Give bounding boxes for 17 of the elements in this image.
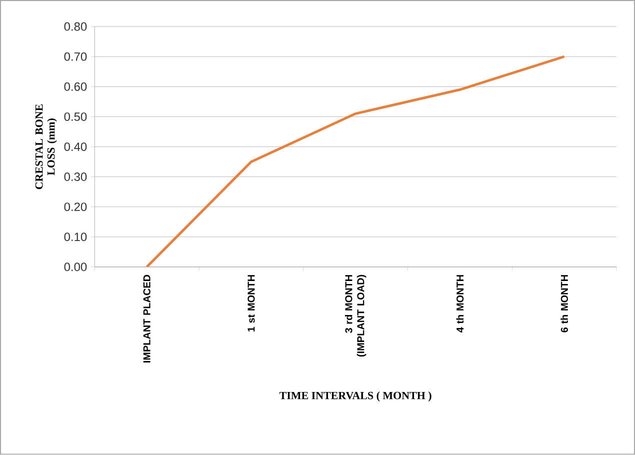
y-tick-label: 0.20	[64, 202, 87, 212]
y-tick-label: 0.70	[64, 52, 87, 61]
y-tick-label: 0.00	[64, 262, 87, 272]
x-tick-label: 3 rd MONTH (IMPLANT LOAD)	[344, 275, 366, 357]
x-tick-label: IMPLANT PLACED	[143, 275, 150, 363]
y-tick-label: 0.80	[64, 22, 87, 31]
y-axis-title: CRESTAL BONE LOSS (mm)	[35, 104, 57, 190]
y-tick-label: 0.40	[64, 142, 87, 152]
x-tick-label: 6 th MONTH	[560, 275, 568, 332]
line-series	[146, 55, 566, 268]
x-tick-label: 1 st MONTH	[248, 275, 255, 332]
x-tick-label: 4 th MONTH	[456, 275, 464, 333]
y-tick-label: 0.50	[64, 112, 87, 122]
y-tick-label: 0.30	[64, 172, 87, 182]
y-tick-label: 0.10	[64, 232, 87, 242]
y-tick-label: 0.60	[64, 82, 87, 91]
x-axis-title: TIME INTERVALS ( MONTH )	[279, 392, 432, 402]
